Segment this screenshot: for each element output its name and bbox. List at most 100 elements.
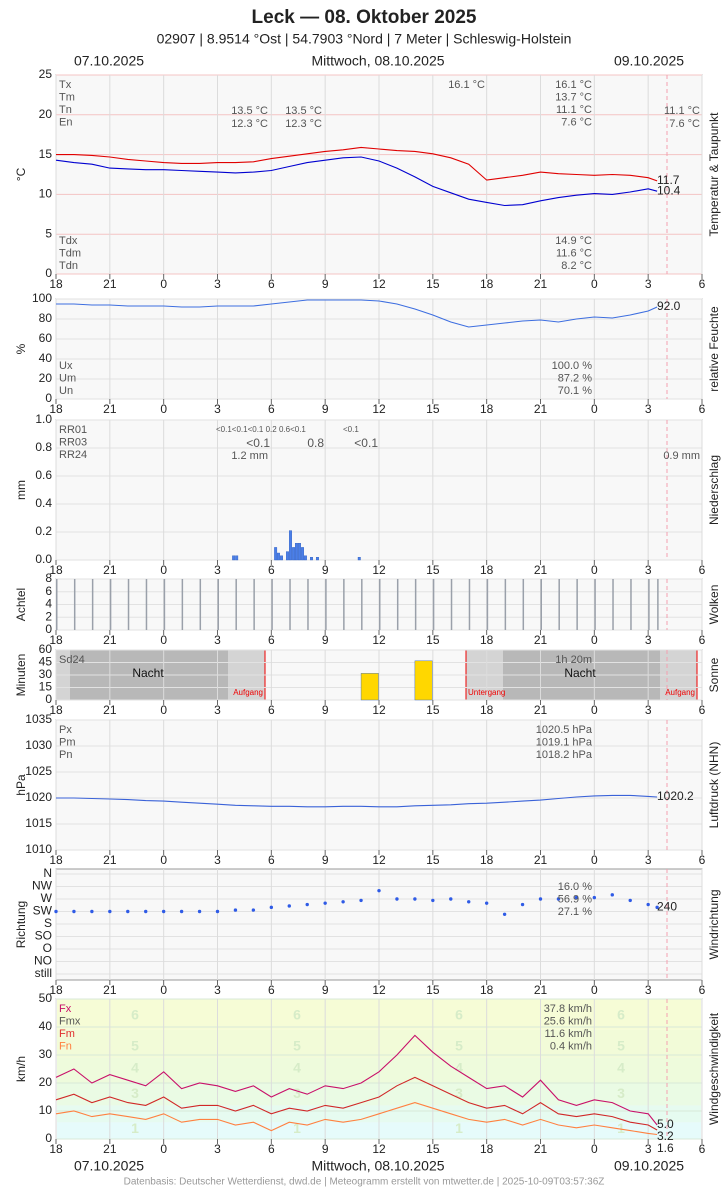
x-tick-label: 3 [645,563,652,577]
bar [235,579,237,630]
note: 7.6 °C [669,118,700,130]
x-tick-label: 15 [426,277,440,291]
bar [307,579,309,630]
x-tick-label: 0 [591,277,598,291]
x-tick-label: 3 [645,983,652,997]
y-tick-label: still [35,966,52,980]
stat-value: 13.7 °C [555,91,592,103]
y-axis-label: Achtel [14,588,28,621]
x-tick-label: 3 [645,853,652,867]
x-tick-label: 0 [160,983,167,997]
x-tick-label: 18 [480,703,494,717]
y-tick-label: W [41,891,53,905]
point [287,904,291,908]
point [126,909,130,914]
y-tick-label: 1035 [25,712,52,726]
x-tick-label: 9 [322,853,329,867]
y-tick-label: 20 [39,107,53,121]
x-tick-label: 18 [480,277,494,291]
x-tick-label: 6 [699,853,706,867]
beaufort-label: 3 [293,1085,301,1101]
x-tick-label: 3 [214,1142,221,1156]
x-tick-label: 18 [49,1142,63,1156]
point [323,901,327,905]
bar [357,557,361,561]
y-tick-label: 10 [39,1103,53,1117]
x-tick-label: 18 [49,563,63,577]
x-tick-label: 0 [160,402,167,416]
y-tick-label: SW [33,904,53,918]
bar [235,555,239,561]
y-tick-label: 6 [45,584,52,598]
stat-value: 16.0 % [558,881,592,893]
stat-label: RR01 [59,424,87,436]
note: 11.1 °C [664,105,700,117]
bar [360,673,379,701]
point [377,888,381,893]
y-tick-label: SO [35,929,52,943]
bar [594,579,596,630]
bar [361,579,363,630]
bar [289,530,292,561]
point [556,897,561,901]
stat-label: Fmx [59,1015,81,1027]
beaufort-label: 1 [617,1120,625,1136]
note: <0.1 [246,436,270,450]
x-tick-label: 6 [268,703,275,717]
x-tick-label: 3 [214,703,221,717]
point [502,912,507,916]
x-tick-label: 21 [103,1142,117,1156]
y-tick-label: 20 [39,1075,53,1089]
point [161,909,166,914]
x-tick-label: 3 [214,853,221,867]
series-line [56,146,658,182]
y-tick-label: 0.0 [35,552,52,566]
end-label: 5.0 [657,1117,674,1131]
stat-label: Fm [59,1028,75,1040]
bar [414,579,417,630]
stat-label: Tdn [59,260,78,272]
x-tick-label: 6 [268,853,275,867]
x-tick-label: 6 [699,983,706,997]
x-tick-label: 12 [372,853,386,867]
y-tick-label: 4 [45,597,52,611]
stat-value: 1018.2 hPa [536,749,593,761]
x-tick-label: 0 [160,277,167,291]
x-tick-label: 0 [591,563,598,577]
bar [648,579,650,630]
stat-label: Un [59,385,73,397]
x-tick-label: 0 [160,703,167,717]
point [179,909,184,914]
y-axis-label: Richtung [14,901,28,948]
x-tick-label: 9 [322,633,329,647]
y-tick-label: 10 [39,187,53,201]
beaufort-label: 6 [617,1007,625,1023]
bar [315,557,319,561]
x-tick-label: 9 [322,983,329,997]
point [628,898,632,903]
x-tick-label: 3 [214,277,221,291]
point [251,908,256,912]
y-tick-label: NW [32,879,53,893]
date-right: 09.10.2025 [614,53,684,69]
end-label: 240 [657,900,677,914]
panel-label: Niederschlag [707,455,721,525]
date-mid: Mittwoch, 08.10.2025 [311,53,444,69]
y-tick-label: 0 [45,1131,52,1145]
x-tick-label: 6 [268,402,275,416]
x-tick-label: 0 [591,853,598,867]
x-tick-label: 12 [372,983,386,997]
y-tick-label: 1020 [25,790,52,804]
x-tick-label: 12 [372,563,386,577]
y-tick-label: 25 [39,67,53,81]
x-tick-label: 15 [426,1142,440,1156]
point [413,897,417,901]
note: Nacht [132,666,164,680]
panel-label: Temperatur & Taupunkt [707,112,721,237]
stat-label: Fx [59,1003,72,1015]
bar [286,551,289,561]
point [646,902,650,907]
x-tick-label: 18 [49,402,63,416]
stat-label: Tm [59,91,75,103]
stat-value: 14.9 °C [555,235,592,247]
